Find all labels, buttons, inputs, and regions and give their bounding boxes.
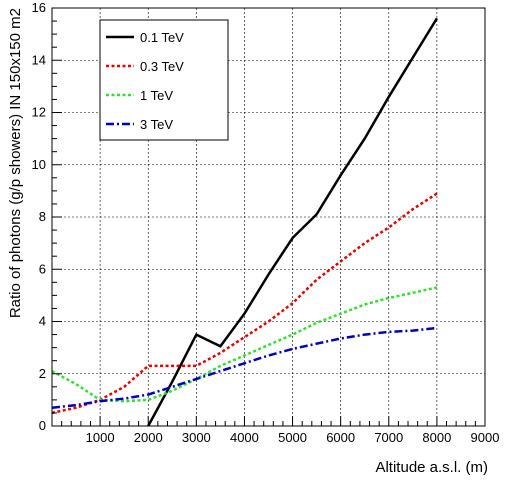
y-tick-label: 8 <box>39 209 46 224</box>
series-line-3 <box>52 286 438 403</box>
y-tick-label: 4 <box>39 314 46 329</box>
legend-box <box>99 19 229 141</box>
x-tick-label: 4000 <box>230 430 259 445</box>
y-axis-title: Ratio of photons (g/p showers) IN 150x15… <box>7 8 24 318</box>
grid <box>52 8 485 426</box>
series-line-4 <box>52 326 438 409</box>
y-tick-label: 6 <box>39 261 46 276</box>
legend-label-3: 1 TeV <box>140 88 173 103</box>
axes <box>51 7 486 427</box>
y-tick-label: 16 <box>32 0 46 15</box>
tick-labels: 1000 2000 3000 4000 5000 6000 7000 8000 9000 0 2 4 6… <box>32 0 500 445</box>
series-group <box>52 17 438 426</box>
x-tick-label: 8000 <box>422 430 451 445</box>
series-line-1 <box>147 17 438 426</box>
x-tick-label: 1000 <box>86 430 115 445</box>
legend-label-4: 3 TeV <box>140 117 173 132</box>
x-tick-label: 7000 <box>374 430 403 445</box>
y-tick-label: 12 <box>32 105 46 120</box>
y-tick-label: 10 <box>32 157 46 172</box>
x-tick-label: 3000 <box>182 430 211 445</box>
x-tick-label: 9000 <box>471 430 500 445</box>
legend: 0.1 TeV 0.3 TeV 1 TeV 3 TeV <box>99 19 229 141</box>
y-tick-label: 0 <box>39 418 46 433</box>
y-tick-label: 14 <box>32 52 46 67</box>
series-line-2 <box>52 192 438 415</box>
x-tick-label: 5000 <box>278 430 307 445</box>
x-tick-label: 6000 <box>326 430 355 445</box>
x-tick-label: 2000 <box>134 430 163 445</box>
y-tick-label: 2 <box>39 366 46 381</box>
legend-label-2: 0.3 TeV <box>140 59 184 74</box>
legend-label-1: 0.1 TeV <box>140 30 184 45</box>
x-axis-title: Altitude a.s.l. (m) <box>375 459 488 476</box>
